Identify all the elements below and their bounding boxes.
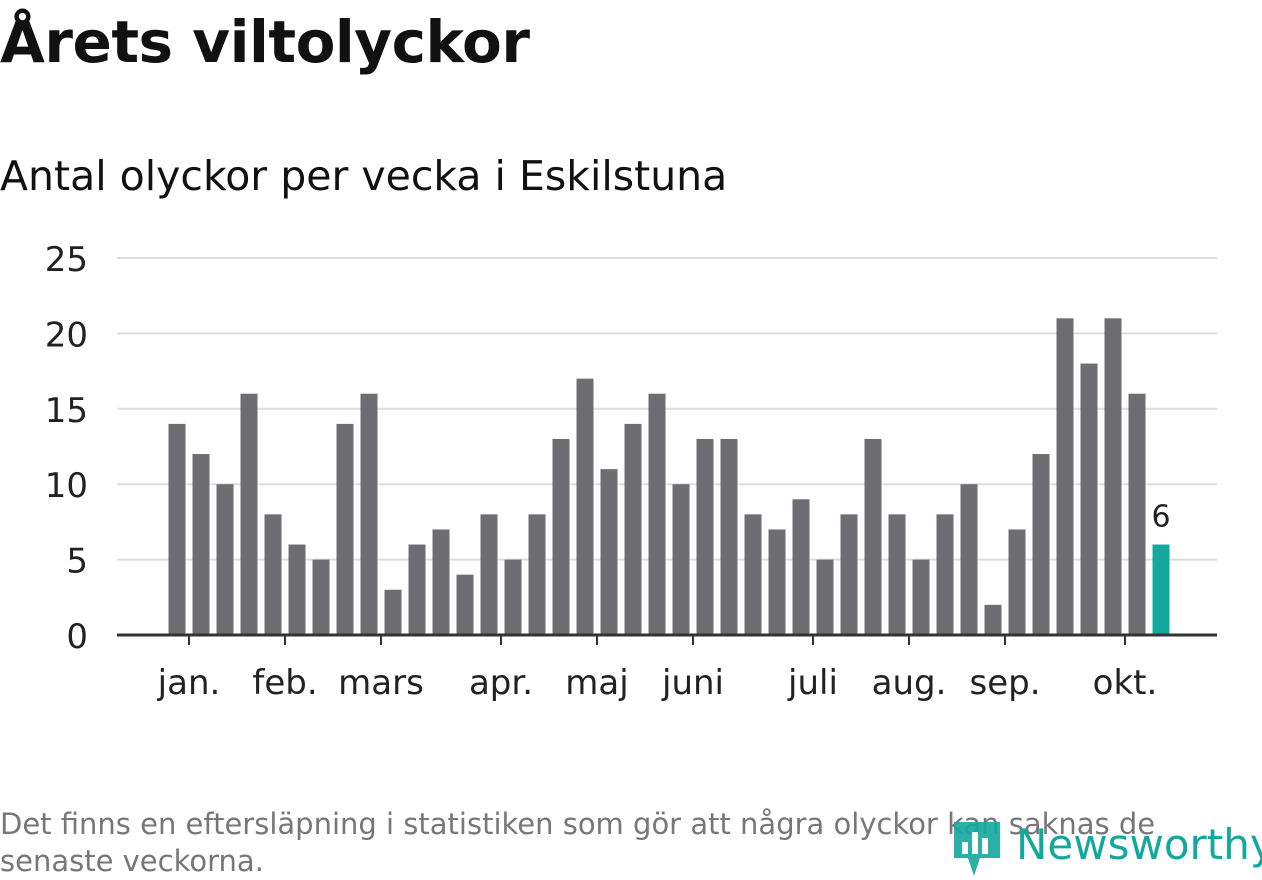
bar [216,484,234,635]
bar [480,514,498,635]
bar [360,393,378,635]
x-tick-label: juni [661,663,724,703]
bar [696,438,714,635]
bar [312,559,330,635]
bar [624,423,642,635]
chart-subtitle: Antal olyckor per vecka i Eskilstuna [0,152,728,200]
bar [672,484,690,635]
bar [1080,363,1098,635]
y-tick-label: 20 [45,315,88,355]
bar [1128,393,1146,635]
bar [960,484,978,635]
bar [288,544,306,635]
y-tick-label: 15 [45,391,88,431]
bar [648,393,666,635]
bar [1008,529,1026,635]
bar [840,514,858,635]
x-tick-label: jan. [157,663,221,703]
y-tick-label: 10 [45,466,88,506]
x-tick-label: okt. [1093,663,1158,703]
y-tick-label: 0 [66,617,88,657]
newsworthy-logo: Newsworthy [950,818,1262,878]
bar [408,544,426,635]
bar [1032,454,1050,635]
bar [816,559,834,635]
bar [912,559,930,635]
x-tick-label: aug. [872,663,947,703]
bar [792,499,810,635]
bar [432,529,450,635]
x-tick-label: apr. [469,663,533,703]
bar [336,423,354,635]
chart-title: Årets viltolyckor [0,8,530,76]
bar [744,514,762,635]
bar [936,514,954,635]
y-tick-label: 5 [66,542,88,582]
bar-highlight [1152,544,1170,635]
bar [240,393,258,635]
bar [720,438,738,635]
x-tick-label: maj [565,663,628,703]
bar [264,514,282,635]
bar [384,589,402,635]
bar-chart-pin-icon [954,822,1000,876]
bar [1104,318,1122,635]
x-tick-label: feb. [252,663,317,703]
x-tick-label: sep. [969,663,1040,703]
bar [576,378,594,635]
bar [168,423,186,635]
x-tick-label: mars [338,663,424,703]
bar [768,529,786,635]
bar [864,438,882,635]
bar-chart: 0 5 10 15 20 25 6 jan. feb. mars apr. maj juni juli au… [45,240,1217,703]
bar [504,559,522,635]
brand-name: Newsworthy [1016,820,1262,869]
x-tick-label: juli [787,663,838,703]
y-tick-label: 25 [45,240,88,280]
bar [456,574,474,635]
bar [984,604,1002,635]
bar [528,514,546,635]
data-label: 6 [1151,500,1170,535]
bar [1056,318,1074,635]
bar [600,469,618,635]
bar [888,514,906,635]
bar [552,438,570,635]
bar [192,454,210,635]
